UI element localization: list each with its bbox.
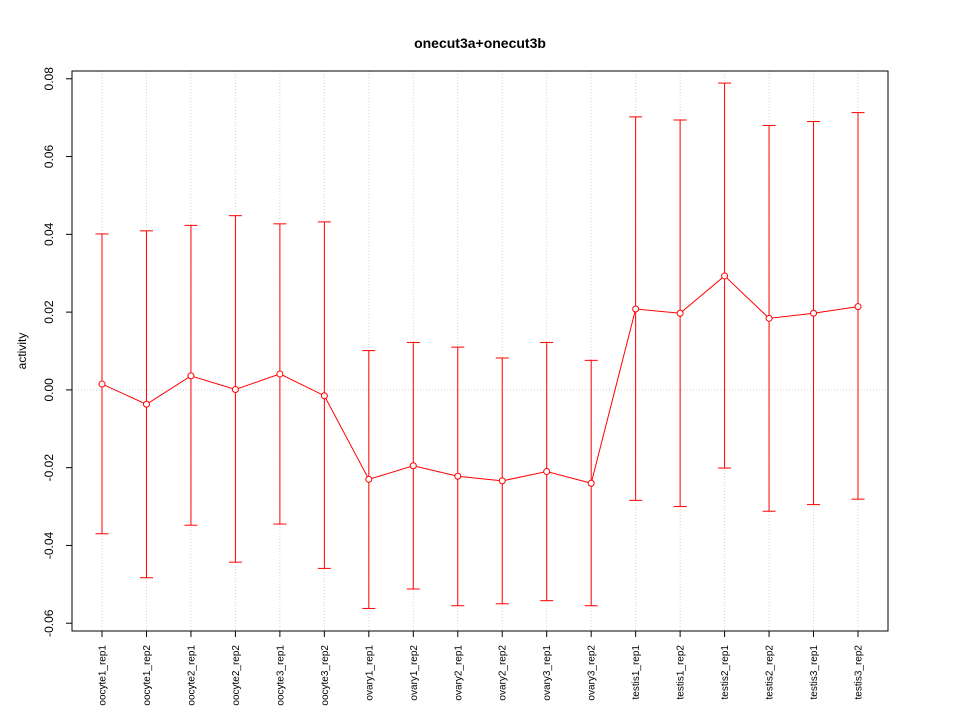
x-tick-label: ovary2_rep2	[498, 645, 509, 701]
data-point	[587, 479, 595, 487]
data-point	[676, 309, 684, 317]
y-axis: -0.06 -0.04 -0.02 0.00 0.02 0.04 0.06 0.08	[42, 67, 72, 637]
x-tick-label: testis3_rep1	[809, 645, 820, 700]
series-line	[101, 275, 859, 484]
x-tick-label: oocyte1_rep1	[98, 645, 109, 706]
x-tick-label: testis2_rep1	[720, 645, 731, 700]
data-point	[454, 472, 462, 480]
y-tick-label: 0.02	[42, 300, 56, 324]
y-axis-label: activity	[15, 333, 29, 370]
data-point	[231, 386, 239, 393]
series-polyline	[101, 275, 859, 484]
y-tick-label: 0.04	[42, 222, 56, 246]
x-tick-label: oocyte3_rep2	[320, 645, 331, 706]
chart-title: onecut3a+onecut3b	[414, 35, 546, 51]
y-tick-label: -0.02	[42, 454, 56, 482]
y-tick-label: -0.06	[42, 609, 56, 637]
data-point	[276, 370, 284, 378]
x-tick-label: ovary1_rep1	[364, 645, 375, 701]
x-tick-label: testis1_rep2	[676, 645, 687, 700]
data-point	[187, 372, 195, 380]
data-point	[810, 309, 818, 317]
y-tick-label: 0.06	[42, 145, 56, 169]
y-tick-label: -0.04	[42, 531, 56, 559]
x-tick-label: ovary2_rep1	[453, 645, 464, 701]
x-tick-label: ovary1_rep2	[409, 645, 420, 701]
data-point	[765, 314, 773, 322]
data-point	[543, 468, 551, 476]
x-tick-label: oocyte3_rep1	[275, 645, 286, 706]
x-axis: oocyte1_rep1 oocyte1_rep2 oocyte2_rep1 oocy…	[98, 631, 865, 706]
y-tick-label: 0.00	[42, 378, 56, 402]
data-point	[721, 272, 729, 280]
x-tick-label: oocyte2_rep1	[186, 645, 197, 706]
data-point	[98, 380, 106, 388]
x-tick-label: oocyte2_rep2	[231, 645, 242, 706]
x-tick-label: ovary3_rep1	[542, 645, 553, 701]
x-tick-label: ovary3_rep2	[587, 645, 598, 701]
data-point	[409, 462, 417, 470]
data-point	[498, 477, 506, 485]
y-tick-label: 0.08	[42, 67, 56, 91]
x-tick-label: testis1_rep1	[631, 645, 642, 700]
data-point	[632, 305, 640, 313]
data-point	[854, 303, 862, 311]
plot-frame	[71, 70, 889, 632]
data-point	[320, 392, 328, 400]
x-tick-label: testis3_rep2	[854, 645, 865, 700]
data-point	[365, 475, 373, 483]
series-points	[98, 272, 862, 487]
data-point	[142, 400, 150, 408]
x-tick-label: testis2_rep2	[765, 645, 776, 700]
x-tick-label: oocyte1_rep2	[142, 645, 153, 706]
